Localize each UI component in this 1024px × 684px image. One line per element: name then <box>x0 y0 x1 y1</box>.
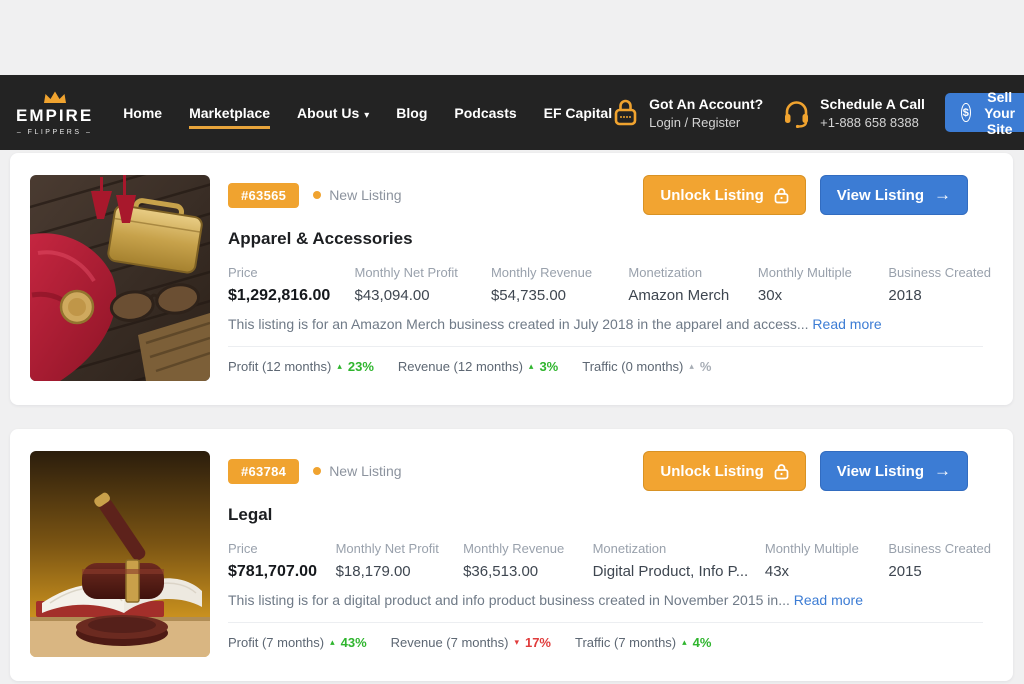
nav-marketplace[interactable]: Marketplace <box>189 93 270 133</box>
stat-price: Price $781,707.00 <box>228 541 317 580</box>
trend-up-icon: ▴ <box>337 361 342 371</box>
profit-trend: Profit (7 months) ▴ 43% <box>228 635 367 650</box>
listing-thumbnail[interactable] <box>30 451 210 657</box>
stat-monthly-multiple: Monthly Multiple 30x <box>757 265 852 304</box>
nav-podcasts[interactable]: Podcasts <box>454 104 517 121</box>
new-listing-label: New Listing <box>329 463 402 479</box>
stat-monthly-net-profit: Monthly Net Profit $18,179.00 <box>335 541 439 580</box>
listing-title: Legal <box>228 505 273 524</box>
view-listing-button[interactable]: View Listing → <box>819 175 968 215</box>
new-listing-label: New Listing <box>329 187 402 203</box>
sell-your-site-button[interactable]: $ Sell Your Site <box>944 89 1024 137</box>
logo-text: EMPIRE <box>16 105 94 125</box>
headset-icon <box>785 100 809 128</box>
phone-number: +1-888 658 8388 <box>820 114 919 130</box>
stat-business-created: Business Created 2018 <box>888 265 991 304</box>
traffic-trend: Traffic (7 months) ▴ 4% <box>575 635 712 650</box>
read-more-link[interactable]: Read more <box>793 592 864 608</box>
crown-icon <box>43 91 66 103</box>
schedule-title: Schedule A Call <box>820 95 925 112</box>
unlock-listing-label: Unlock Listing <box>660 462 764 480</box>
new-listing-status: New Listing <box>313 187 402 203</box>
profit-trend: Profit (12 months) ▴ 23% <box>228 359 374 374</box>
nav-blog[interactable]: Blog <box>396 104 428 121</box>
listing-id-badge: #63784 <box>228 458 300 484</box>
unlock-listing-label: Unlock Listing <box>660 186 764 204</box>
navbar-right: Got An Account? Login / Register Schedul… <box>612 89 1024 137</box>
lock-icon <box>774 463 789 479</box>
nav-ef-capital[interactable]: EF Capital <box>543 104 613 121</box>
listing-stats: Price $781,707.00 Monthly Net Profit $18… <box>228 541 991 581</box>
revenue-trend: Revenue (7 months) ▾ 17% <box>390 635 551 650</box>
lock-icon <box>614 99 637 126</box>
stat-monthly-revenue: Monthly Revenue $36,513.00 <box>463 541 565 580</box>
new-listing-dot-icon <box>313 191 322 199</box>
stat-monthly-multiple: Monthly Multiple 43x <box>764 541 859 580</box>
listing-card-63784: #63784 New Listing Unlock Listing <box>10 429 1013 681</box>
stat-business-created: Business Created 2015 <box>888 541 992 580</box>
stat-monthly-net-profit: Monthly Net Profit $43,094.00 <box>354 265 458 304</box>
main-nav: Home Marketplace About Us ▾ Blog Podcasts… <box>123 93 612 133</box>
unlock-listing-button[interactable]: Unlock Listing <box>643 175 806 215</box>
account-widget[interactable]: Got An Account? Login / Register <box>612 96 763 130</box>
login-register-link[interactable]: Login / Register <box>649 114 741 130</box>
nav-about-us[interactable]: About Us ▾ <box>297 93 369 133</box>
stat-price: Price $1,292,816.00 <box>228 265 331 304</box>
unlock-listing-button[interactable]: Unlock Listing <box>643 451 806 491</box>
stat-monetization: Monetization Digital Product, Info P... <box>592 541 749 580</box>
navbar: EMPIRE – FLIPPERS – Home Marketplace Abo… <box>0 75 1024 150</box>
divider <box>228 622 983 623</box>
stat-monthly-revenue: Monthly Revenue $54,735.00 <box>490 265 593 304</box>
trend-up-icon: ▴ <box>682 637 687 647</box>
trend-up-icon: ▴ <box>689 361 694 371</box>
trend-up-icon: ▴ <box>330 637 335 647</box>
sell-your-site-label: Sell Your Site <box>984 88 1016 137</box>
traffic-trend: Traffic (0 months) ▴ % <box>582 359 712 374</box>
listing-thumbnail[interactable] <box>30 175 210 381</box>
listing-title: Apparel & Accessories <box>228 229 413 248</box>
account-title: Got An Account? <box>649 95 764 112</box>
read-more-link[interactable]: Read more <box>812 316 882 332</box>
listing-card-63565: #63565 New Listing Unlock Listing <box>10 153 1013 405</box>
chevron-down-icon: ▾ <box>364 109 370 121</box>
new-listing-status: New Listing <box>313 463 402 479</box>
listing-stats: Price $1,292,816.00 Monthly Net Profit $… <box>228 265 991 305</box>
view-listing-label: View Listing <box>836 462 924 480</box>
view-listing-button[interactable]: View Listing → <box>819 451 968 491</box>
dollar-circle-icon: $ <box>960 103 971 122</box>
trend-up-icon: ▴ <box>528 361 534 371</box>
new-listing-dot-icon <box>313 467 322 475</box>
listing-id-badge: #63565 <box>228 182 300 208</box>
divider <box>228 346 983 347</box>
nav-home[interactable]: Home <box>123 104 163 121</box>
lock-icon <box>774 187 789 203</box>
arrow-right-icon: → <box>934 185 951 204</box>
nav-about-us-label: About Us <box>297 104 360 121</box>
view-listing-label: View Listing <box>836 186 924 204</box>
listing-description: This listing is for a digital product an… <box>228 592 864 608</box>
schedule-call-widget[interactable]: Schedule A Call +1-888 658 8388 <box>783 96 925 130</box>
listing-description: This listing is for an Amazon Merch busi… <box>228 316 882 332</box>
stat-monetization: Monetization Amazon Merch <box>628 265 730 304</box>
trend-down-icon: ▾ <box>514 637 519 647</box>
logo-subtext: – FLIPPERS – <box>16 128 93 136</box>
arrow-right-icon: → <box>934 461 951 480</box>
revenue-trend: Revenue (12 months) ▴ 3% <box>397 359 559 374</box>
logo[interactable]: EMPIRE – FLIPPERS – <box>16 90 93 136</box>
